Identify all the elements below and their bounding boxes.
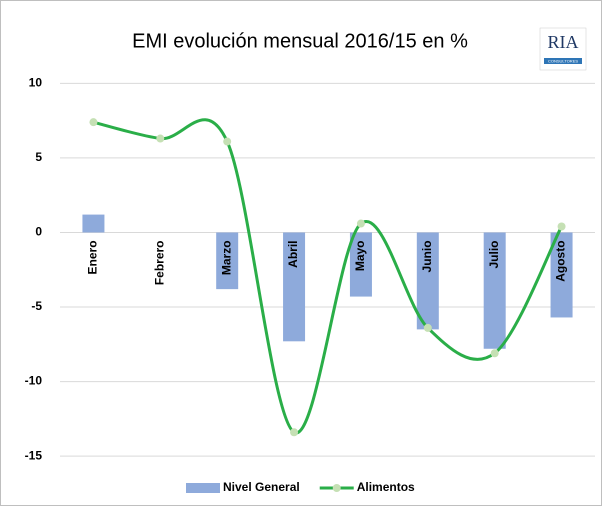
bar: [216, 232, 239, 290]
legend-label: Alimentos: [357, 480, 415, 494]
bar: [550, 232, 573, 318]
legend-label: Nivel General: [223, 480, 300, 494]
x-tick-label: Abril: [286, 240, 300, 267]
bar: [349, 232, 372, 297]
marker: [223, 137, 232, 146]
marker: [490, 349, 499, 358]
x-tick-label: Junio: [420, 240, 434, 272]
bar: [416, 232, 439, 330]
y-tick-label: -10: [25, 374, 43, 388]
x-tick-label: Agosto: [554, 240, 568, 281]
bar: [283, 232, 306, 342]
bar: [82, 214, 105, 233]
x-tick-label: Marzo: [219, 240, 233, 275]
marker: [290, 428, 299, 437]
marker: [423, 323, 432, 332]
x-tick-label: Enero: [86, 240, 100, 274]
chart-title: EMI evolución mensual 2016/15 en %: [132, 30, 468, 52]
y-tick-label: 5: [35, 150, 42, 164]
y-tick-label: -5: [31, 299, 42, 313]
y-tick-label: 0: [35, 225, 42, 239]
marker: [156, 134, 165, 143]
logo-name: RIA: [548, 32, 579, 52]
x-tick-label: Mayo: [353, 240, 367, 271]
bar: [483, 232, 506, 349]
x-tick-label: Julio: [487, 240, 501, 268]
line: [93, 118, 563, 434]
legend-marker: [332, 484, 341, 492]
marker: [89, 118, 98, 127]
logo-sub: CONSULTORES: [548, 59, 578, 64]
y-tick-label: -15: [25, 448, 43, 462]
legend-swatch: [186, 483, 220, 493]
y-tick-label: 10: [29, 76, 43, 90]
marker: [557, 222, 566, 231]
logo-band: [544, 58, 582, 64]
x-tick-label: Febrero: [152, 240, 166, 285]
marker: [356, 219, 365, 228]
